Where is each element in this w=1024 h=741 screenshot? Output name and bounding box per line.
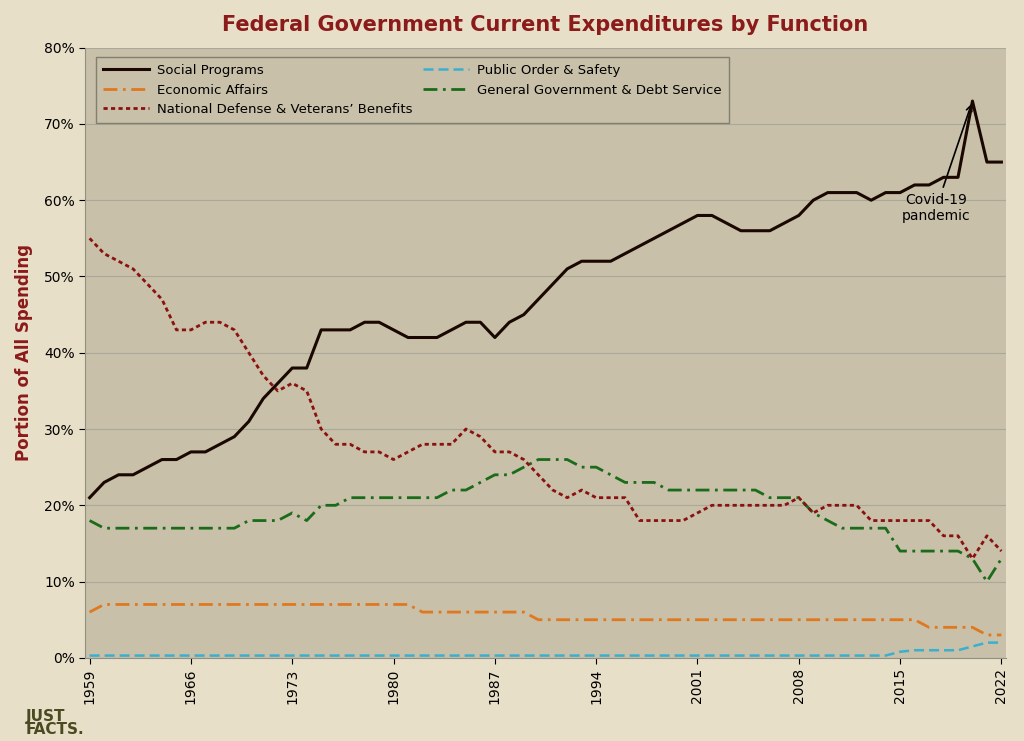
Y-axis label: Portion of All Spending: Portion of All Spending — [15, 245, 33, 461]
Title: Federal Government Current Expenditures by Function: Federal Government Current Expenditures … — [222, 15, 868, 35]
Text: JUST
FACTS.: JUST FACTS. — [26, 709, 84, 737]
Text: Covid-19
pandemic: Covid-19 pandemic — [902, 105, 972, 223]
Legend: Social Programs, Economic Affairs, National Defense & Veterans’ Benefits, Public: Social Programs, Economic Affairs, Natio… — [96, 57, 728, 123]
